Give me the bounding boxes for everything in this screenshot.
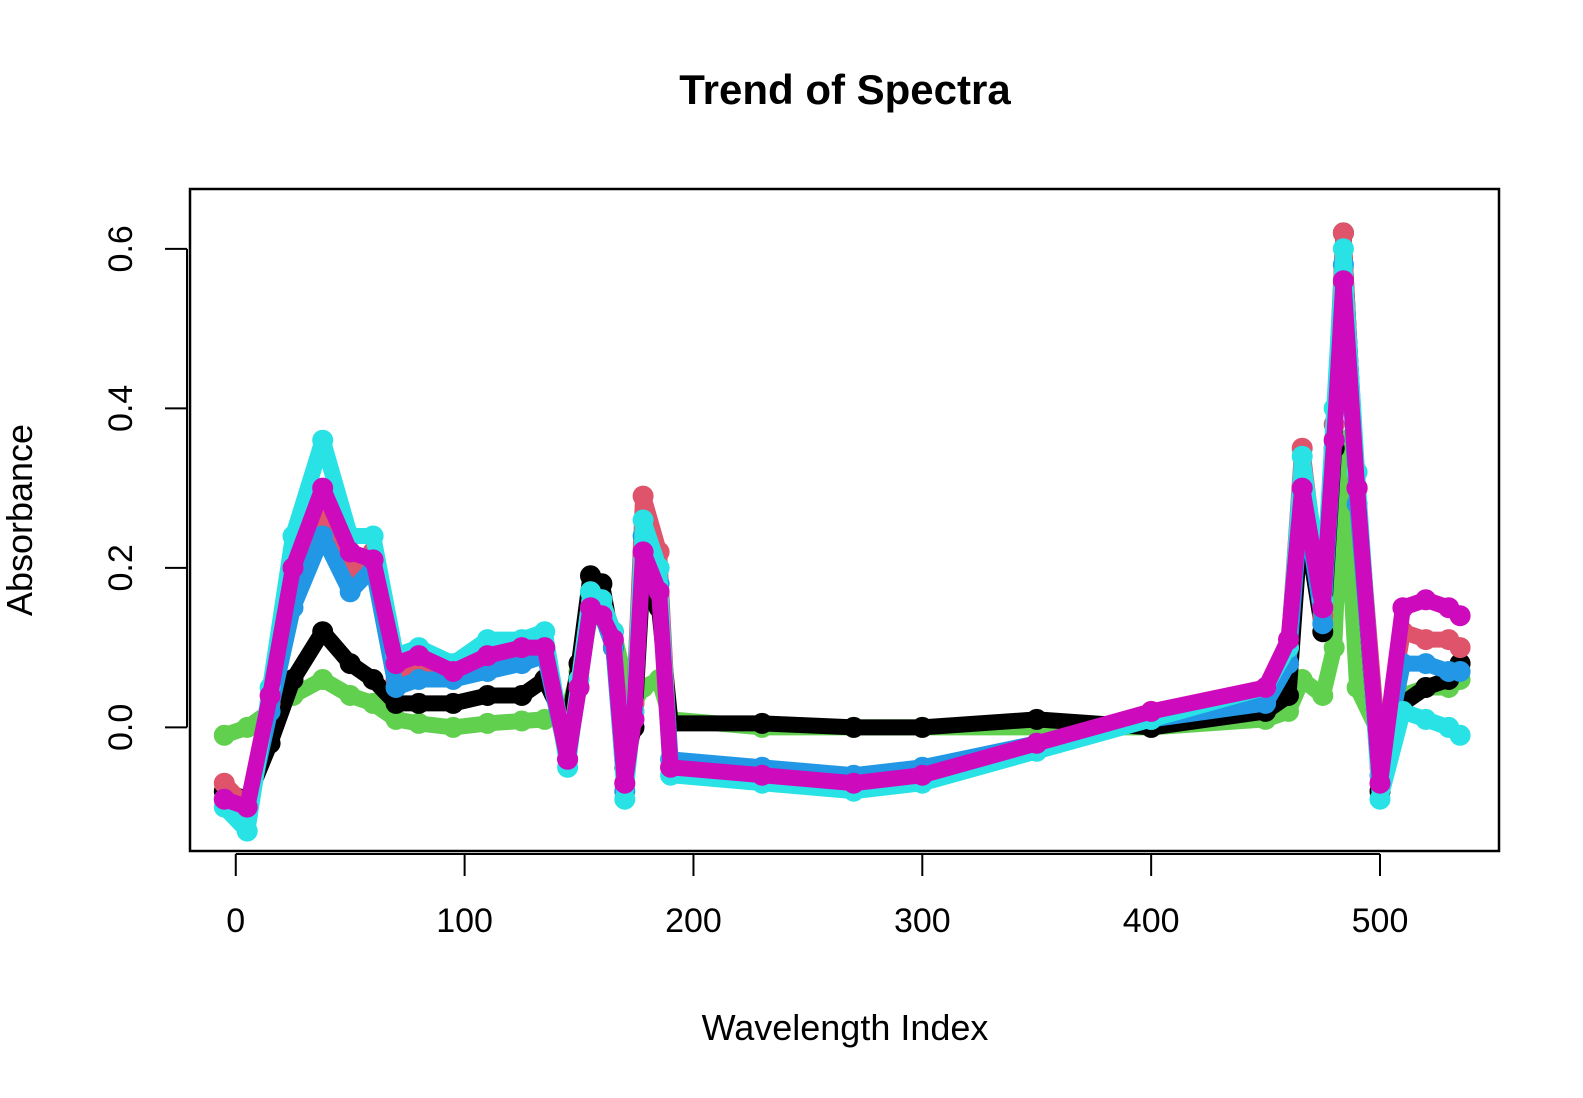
series-point-5	[408, 645, 430, 667]
series-point-0	[312, 669, 334, 690]
x-tick-label: 100	[436, 902, 493, 940]
series-point-4	[236, 820, 258, 842]
series-point-5	[1026, 732, 1048, 754]
series-point-0	[362, 692, 384, 714]
series-point-3	[385, 677, 407, 698]
series-point-0	[511, 710, 533, 732]
series-point-3	[408, 669, 430, 690]
series-point-5	[385, 653, 407, 675]
x-tick-label: 300	[894, 902, 951, 940]
series-point-5	[557, 748, 579, 770]
series-point-5	[312, 477, 334, 499]
series-point-5	[751, 764, 773, 786]
series-point-5	[1140, 700, 1162, 722]
series-point-1	[477, 685, 498, 706]
series-point-4	[362, 525, 384, 547]
x-tick-label: 400	[1123, 902, 1180, 940]
series-point-4	[632, 509, 654, 531]
y-tick-label: 0.4	[102, 385, 140, 432]
y-axis: 0.0 0.2 0.4 0.6	[102, 225, 188, 751]
series-point-4	[1449, 724, 1471, 746]
series-point-1	[511, 685, 533, 706]
y-tick-label: 0.0	[102, 704, 140, 751]
series-point-5	[632, 541, 654, 563]
x-tick-label: 200	[665, 902, 722, 940]
series-point-1	[1278, 685, 1299, 706]
series-point-5	[1291, 477, 1313, 499]
series-point-5	[1278, 629, 1299, 651]
series-point-5	[259, 685, 281, 706]
series-point-0	[1323, 637, 1345, 659]
series-point-0	[408, 712, 430, 734]
series-point-0	[213, 724, 235, 746]
series-point-5	[1255, 677, 1277, 698]
series-point-1	[751, 712, 773, 734]
series-point-1	[1026, 708, 1048, 730]
series-point-5	[282, 557, 304, 579]
series-point-0	[477, 712, 498, 734]
series-point-5	[591, 605, 613, 627]
series-point-1	[1415, 677, 1437, 698]
series-line-5	[216, 272, 1469, 816]
series-point-1	[843, 716, 865, 738]
series-point-5	[843, 772, 865, 794]
series-point-1	[408, 692, 430, 714]
series-point-5	[1415, 589, 1437, 611]
series-point-4	[1415, 708, 1437, 730]
series-point-0	[339, 685, 361, 706]
series-point-3	[1415, 653, 1437, 675]
series-point-5	[1392, 597, 1414, 619]
series-point-2	[632, 485, 654, 507]
series-point-0	[1312, 685, 1334, 706]
x-axis: 0 100 200 300 400 500	[226, 853, 1409, 940]
x-axis-label: Wavelength Index	[702, 1007, 989, 1048]
series-point-5	[1323, 429, 1345, 451]
series-point-2	[1449, 637, 1471, 659]
series-point-5	[623, 708, 645, 730]
x-tick-label: 0	[226, 902, 245, 940]
series-point-5	[511, 637, 533, 659]
x-tick-label: 500	[1352, 902, 1409, 940]
y-axis-label: Absorbance	[0, 424, 40, 616]
series-point-3	[1438, 661, 1460, 682]
series-point-5	[362, 549, 384, 571]
series-point-5	[602, 629, 624, 651]
series-point-5	[477, 645, 498, 667]
series-point-3	[339, 581, 361, 603]
series-point-5	[1332, 270, 1354, 292]
series-layer	[213, 222, 1471, 842]
series-point-5	[911, 764, 933, 786]
series-point-5	[442, 661, 464, 682]
series-point-4	[1332, 238, 1354, 260]
series-point-1	[339, 653, 361, 675]
series-point-5	[614, 772, 636, 794]
series-point-5	[648, 581, 670, 603]
series-point-4	[1291, 445, 1313, 467]
series-point-3	[1449, 661, 1471, 682]
series-point-5	[213, 788, 235, 810]
series-point-5	[339, 541, 361, 563]
series-point-3	[312, 525, 334, 547]
plot-frame	[188, 187, 1501, 853]
series-point-1	[362, 669, 384, 690]
series-point-4	[312, 429, 334, 451]
series-point-5	[1346, 477, 1368, 499]
chart-title: Trend of Spectra	[679, 66, 1011, 113]
series-point-2	[1415, 629, 1437, 651]
series-point-5	[236, 796, 258, 818]
y-tick-label: 0.2	[102, 544, 140, 591]
series-point-1	[911, 716, 933, 738]
series-point-1	[312, 621, 334, 643]
series-point-5	[568, 677, 590, 698]
y-tick-label: 0.6	[102, 225, 140, 272]
series-point-5	[660, 756, 682, 778]
series-point-1	[442, 692, 464, 714]
series-point-0	[442, 716, 464, 738]
series-point-5	[1369, 772, 1391, 794]
series-point-5	[534, 637, 556, 659]
series-point-5	[1312, 597, 1334, 619]
series-point-5	[1449, 605, 1471, 627]
